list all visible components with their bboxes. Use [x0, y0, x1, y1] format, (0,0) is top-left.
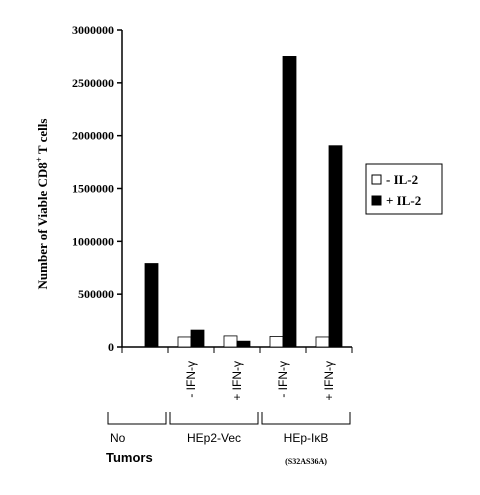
bar-plus-il2: [282, 56, 297, 348]
bar-plus-il2: [236, 340, 251, 348]
bar-plus-il2: [328, 145, 343, 348]
bar-minus-il2: [177, 336, 192, 348]
y-tick-label: 0: [108, 340, 114, 354]
bar-plus-il2: [144, 263, 159, 348]
bar-plus-il2: [190, 329, 205, 348]
y-tick-label: 3000000: [72, 23, 114, 37]
y-axis-title-main: Number of Viable CD8: [35, 162, 50, 290]
x-groups: No HEp2-Vec HEp-IκB (S32AS36A): [107, 412, 351, 466]
y-axis-title-sup: +: [34, 157, 44, 162]
bar-minus-il2: [315, 336, 330, 348]
bar-minus-il2: [223, 335, 238, 348]
x-tick-labels: - IFN-γ + IFN-γ - IFN-γ + IFN-γ: [184, 361, 336, 401]
y-axis: 0 500000 1000000 1500000 2000000 2500000 30000…: [72, 23, 123, 354]
legend-label-minus-il2: - IL-2: [386, 172, 418, 187]
group-bracket: [261, 412, 351, 425]
y-tick-label: 2000000: [72, 129, 114, 143]
bar-minus-il2: [269, 336, 284, 348]
bars: [144, 56, 343, 348]
x-tick-label: - IFN-γ: [276, 361, 290, 398]
y-tick-label: 2500000: [72, 76, 114, 90]
legend-swatch-plus-il2: [371, 195, 382, 206]
x-axis: [121, 346, 353, 353]
x-tick-label: + IFN-γ: [230, 361, 244, 401]
legend-label-plus-il2: + IL-2: [386, 193, 421, 208]
legend-swatch-minus-il2: [371, 174, 382, 185]
group-bracket: [169, 412, 259, 425]
x-tick-label: - IFN-γ: [184, 361, 198, 398]
x-axis-title: Tumors: [106, 450, 153, 465]
x-tick-label: + IFN-γ: [322, 361, 336, 401]
group-sublabel: (S32AS36A): [285, 457, 327, 466]
group-label: HEp-IκB: [284, 431, 329, 445]
group-label: No: [110, 431, 126, 445]
y-axis-title: Number of Viable CD8+ T cells: [34, 119, 50, 290]
y-tick-label: 500000: [78, 287, 114, 301]
y-axis-title-tail: T cells: [35, 119, 50, 158]
legend-box: [365, 163, 443, 215]
legend: - IL-2 + IL-2: [365, 163, 443, 215]
group-bracket: [107, 412, 167, 425]
y-tick-label: 1500000: [72, 182, 114, 196]
y-tick-label: 1000000: [72, 234, 114, 248]
group-label: HEp2-Vec: [187, 431, 241, 445]
